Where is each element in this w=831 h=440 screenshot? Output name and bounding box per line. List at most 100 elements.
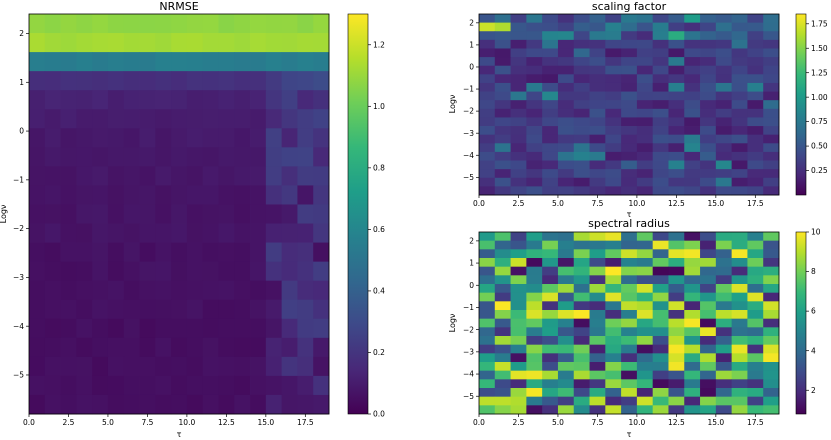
nrmse-cell: [44, 90, 61, 110]
spectral-cell: [479, 362, 496, 372]
spectral-cell: [715, 258, 733, 268]
spectral-cell: [589, 353, 606, 363]
scaling-cell: [747, 126, 764, 136]
nrmse-cell: [297, 109, 314, 129]
spectral-cell: [479, 396, 496, 406]
spectral-cell: [557, 388, 575, 398]
scaling-cell: [605, 160, 622, 170]
nrmse-cell: [44, 14, 61, 34]
nrmse-cell: [60, 223, 77, 243]
scaling-cell: [668, 82, 685, 92]
nrmse-cell: [186, 185, 204, 205]
spectral-cell: [526, 379, 543, 389]
scaling-cell: [731, 74, 748, 84]
nrmse-cell: [234, 318, 251, 339]
spectral-cell: [684, 353, 701, 363]
nrmse-cell: [155, 33, 172, 53]
spectral-cell: [668, 370, 685, 380]
spectral-cell: [605, 275, 622, 285]
scaling-cell: [573, 65, 590, 75]
nrmse-cell: [297, 318, 314, 339]
spectral-cell: [510, 310, 527, 320]
spectral-cell: [621, 318, 638, 328]
nrmse-cell: [29, 299, 46, 320]
nrmse-cell: [218, 33, 235, 53]
scaling-colorbar-tick-label: 1.75: [811, 19, 828, 28]
scaling-cell: [684, 48, 701, 58]
nrmse-cell: [186, 318, 204, 339]
nrmse-cell: [186, 166, 204, 186]
scaling-cell: [636, 91, 654, 101]
spectral-x-tick-label: 0.0: [473, 418, 485, 427]
scaling-cell: [605, 82, 622, 92]
nrmse-cell: [313, 71, 330, 91]
scaling-cell: [715, 108, 733, 118]
nrmse-cell: [265, 147, 283, 167]
scaling-cell: [715, 186, 733, 196]
spectral-cell: [542, 275, 559, 285]
scaling-cell: [621, 91, 638, 101]
nrmse-cell: [171, 375, 188, 396]
nrmse-cell: [218, 242, 235, 263]
nrmse-cell: [186, 337, 204, 358]
scaling-cell: [684, 14, 701, 24]
scaling-cell: [731, 31, 748, 41]
scaling-cell: [747, 65, 764, 75]
scaling-cell: [542, 82, 559, 92]
scaling-cell: [542, 186, 559, 196]
spectral-cell: [621, 344, 638, 354]
spectral-cell: [731, 353, 748, 363]
scaling-cell: [763, 91, 780, 101]
scaling-cell: [542, 143, 559, 153]
spectral-cell: [700, 388, 717, 398]
nrmse-cell: [139, 109, 156, 129]
scaling-cell: [573, 169, 590, 179]
spectral-cell: [510, 388, 527, 398]
scaling-cell: [747, 117, 764, 127]
spectral-cell: [573, 388, 590, 398]
spectral-cell: [700, 232, 717, 242]
spectral-cell: [494, 370, 511, 380]
nrmse-cell: [60, 147, 77, 167]
scaling-cell: [494, 160, 511, 170]
nrmse-cell: [250, 299, 267, 320]
nrmse-cell: [234, 128, 251, 148]
nrmse-cell: [234, 356, 251, 377]
scaling-cell: [589, 91, 606, 101]
spectral-x-ticks: 0.0 2.5 5.0 7.5 10.0 12.5 15.0 17.5: [473, 414, 764, 427]
nrmse-cell: [76, 299, 93, 320]
scaling-x-tick-label: 2.5: [513, 199, 525, 208]
nrmse-cell: [171, 223, 188, 243]
scaling-cell: [747, 186, 764, 196]
nrmse-cell: [76, 204, 93, 224]
spectral-cell: [526, 353, 543, 363]
scaling-cell: [763, 108, 780, 118]
spectral-x-tick-label: 7.5: [591, 418, 603, 427]
scaling-cell: [763, 57, 780, 67]
spectral-cell: [573, 379, 590, 389]
spectral-cell: [557, 301, 575, 311]
spectral-y-tick-label: −4: [463, 370, 474, 379]
scaling-cell: [621, 65, 638, 75]
nrmse-cell: [297, 242, 314, 263]
nrmse-cell: [202, 166, 219, 186]
scaling-cell: [557, 48, 575, 58]
spectral-cell: [589, 388, 606, 398]
scaling-cell: [668, 65, 685, 75]
scaling-cell: [700, 177, 717, 187]
scaling-cell: [526, 22, 543, 32]
nrmse-cell: [139, 261, 156, 282]
spectral-cell: [763, 327, 780, 337]
scaling-cell: [510, 65, 527, 75]
nrmse-cell: [265, 337, 283, 358]
spectral-cell: [542, 362, 559, 372]
scaling-cell: [684, 151, 701, 161]
nrmse-colorbar: [347, 13, 369, 415]
spectral-cell: [747, 284, 764, 294]
nrmse-cell: [250, 280, 267, 301]
spectral-cell: [715, 301, 733, 311]
scaling-cell: [636, 117, 654, 127]
scaling-cell: [621, 74, 638, 84]
nrmse-cell: [139, 14, 156, 34]
scaling-cell: [747, 82, 764, 92]
